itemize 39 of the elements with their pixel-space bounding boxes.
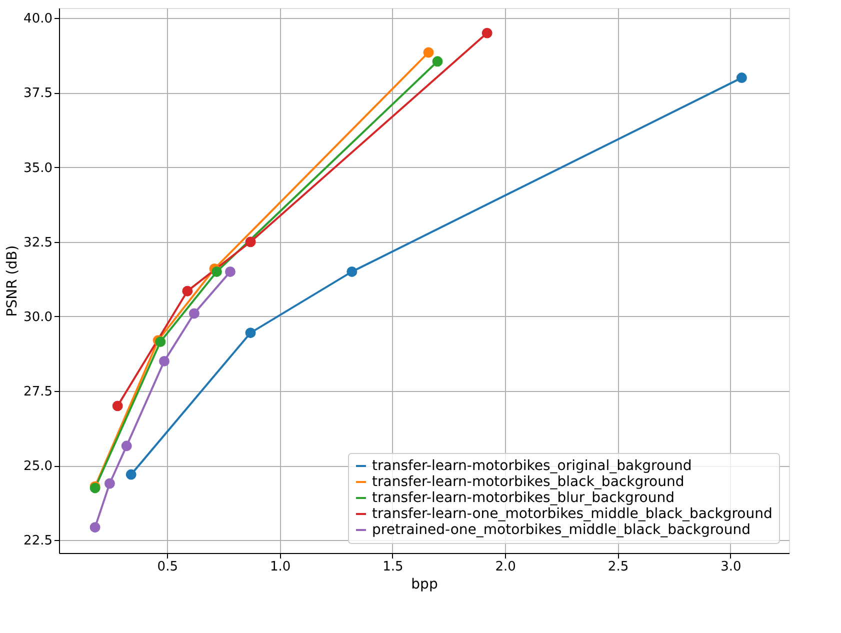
y-tick-label: 25.0 — [24, 459, 52, 474]
point — [211, 266, 222, 277]
legend-label: pretrained-one_motorbikes_middle_black_background — [372, 522, 750, 538]
point — [104, 478, 115, 489]
x-tick-label: 1.0 — [270, 560, 291, 574]
point — [112, 400, 123, 412]
point — [182, 286, 193, 296]
point — [155, 336, 166, 348]
point — [736, 72, 747, 84]
point — [188, 308, 200, 319]
y-tick-label: 30.0 — [24, 310, 52, 325]
point — [346, 266, 358, 277]
x-tick-label: 3.0 — [720, 560, 742, 574]
point — [245, 236, 256, 248]
y-axis-title: PSNR (dB) — [4, 245, 21, 317]
y-tick-label: 35.0 — [24, 160, 52, 176]
y-tick-label: 40.0 — [24, 12, 52, 27]
legend-label: transfer-learn-motorbikes_original_bakground — [372, 458, 692, 474]
x-axis-title: bpp — [411, 576, 438, 592]
legend-label: transfer-learn-motorbikes_black_background — [372, 474, 684, 490]
y-tick-label: 37.5 — [24, 86, 52, 102]
point — [90, 522, 100, 533]
point — [482, 28, 492, 38]
x-tick-label: 0.5 — [157, 560, 178, 574]
point — [121, 440, 132, 452]
x-tick-label: 1.5 — [382, 560, 404, 574]
point — [158, 356, 170, 366]
point — [432, 56, 443, 67]
x-tick-label: 2.0 — [495, 560, 516, 574]
point — [245, 328, 256, 338]
y-tick-label: 27.5 — [24, 384, 52, 400]
point — [126, 469, 136, 480]
x-tick-label: 2.5 — [608, 560, 629, 574]
legend-label: transfer-learn-motorbikes_blur_background — [372, 490, 674, 506]
y-tick-label: 22.5 — [24, 534, 52, 549]
point — [224, 266, 236, 277]
legend-label: transfer-learn-one_motorbikes_middle_black_background — [372, 506, 772, 522]
point — [423, 47, 434, 58]
y-tick-label: 32.5 — [24, 235, 52, 250]
